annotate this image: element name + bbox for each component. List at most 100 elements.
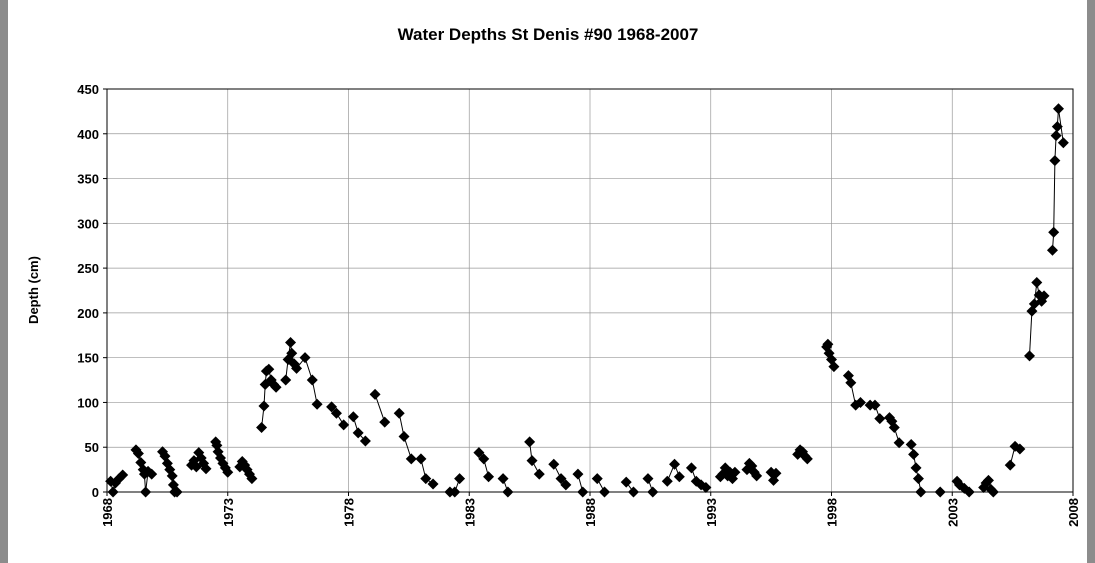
point bbox=[146, 468, 158, 480]
point bbox=[874, 413, 886, 425]
point bbox=[526, 455, 538, 467]
y-tick-label: 100 bbox=[77, 395, 99, 410]
point bbox=[311, 398, 323, 410]
point bbox=[1014, 443, 1026, 455]
point bbox=[415, 453, 427, 465]
point bbox=[888, 422, 900, 434]
point bbox=[577, 486, 589, 498]
point bbox=[893, 437, 905, 449]
y-tick-label: 300 bbox=[77, 216, 99, 231]
point bbox=[326, 401, 338, 413]
point bbox=[845, 377, 857, 389]
point bbox=[1049, 155, 1061, 167]
point bbox=[669, 458, 681, 470]
point bbox=[642, 473, 654, 485]
x-tick-label: 1978 bbox=[342, 498, 357, 527]
point bbox=[369, 388, 381, 400]
x-tick-label: 1983 bbox=[462, 498, 477, 527]
point bbox=[620, 476, 632, 488]
x-tick-label: 1993 bbox=[704, 498, 719, 527]
y-tick-label: 0 bbox=[92, 485, 99, 500]
point bbox=[801, 453, 813, 465]
point bbox=[934, 486, 946, 498]
point bbox=[497, 473, 509, 485]
y-tick-label: 50 bbox=[85, 440, 99, 455]
point bbox=[222, 466, 234, 478]
point bbox=[454, 473, 466, 485]
point bbox=[1050, 130, 1062, 142]
point bbox=[306, 374, 318, 386]
y-tick-label: 150 bbox=[77, 351, 99, 366]
point bbox=[420, 473, 432, 485]
point bbox=[1024, 350, 1036, 362]
point bbox=[405, 453, 417, 465]
point bbox=[1051, 121, 1063, 133]
y-axis-label: Depth (cm) bbox=[26, 256, 41, 324]
point bbox=[1053, 103, 1065, 115]
chart-title: Water Depths St Denis #90 1968-2007 bbox=[398, 25, 699, 44]
point bbox=[555, 473, 567, 485]
point bbox=[140, 486, 152, 498]
point bbox=[299, 352, 311, 364]
point bbox=[987, 486, 999, 498]
x-tick-label: 2003 bbox=[945, 498, 960, 527]
point bbox=[548, 458, 560, 470]
x-tick-label: 2008 bbox=[1066, 498, 1081, 527]
point bbox=[166, 470, 178, 482]
point bbox=[285, 336, 297, 348]
point bbox=[591, 473, 603, 485]
point bbox=[912, 473, 924, 485]
point bbox=[352, 427, 364, 439]
point bbox=[171, 486, 183, 498]
point bbox=[647, 486, 659, 498]
x-tick-label: 1988 bbox=[583, 498, 598, 527]
y-tick-label: 350 bbox=[77, 172, 99, 187]
point bbox=[200, 463, 212, 475]
point bbox=[263, 363, 275, 375]
point bbox=[258, 400, 270, 412]
point bbox=[286, 347, 298, 359]
point bbox=[908, 448, 920, 460]
point bbox=[338, 419, 350, 431]
point bbox=[449, 486, 461, 498]
point bbox=[905, 439, 917, 451]
point bbox=[854, 396, 866, 408]
point bbox=[107, 486, 119, 498]
point bbox=[751, 470, 763, 482]
y-tick-label: 400 bbox=[77, 127, 99, 142]
point bbox=[685, 462, 697, 474]
point bbox=[379, 416, 391, 428]
point bbox=[822, 338, 834, 350]
point bbox=[963, 486, 975, 498]
point bbox=[256, 422, 268, 434]
x-tick-label: 1968 bbox=[100, 498, 115, 527]
y-tick-label: 200 bbox=[77, 306, 99, 321]
x-tick-label: 1973 bbox=[221, 498, 236, 527]
point bbox=[1004, 459, 1016, 471]
point bbox=[291, 362, 303, 374]
y-tick-label: 250 bbox=[77, 261, 99, 276]
point bbox=[473, 447, 485, 459]
point bbox=[117, 469, 129, 481]
point bbox=[673, 471, 685, 483]
point bbox=[1046, 244, 1058, 256]
point bbox=[828, 361, 840, 373]
point bbox=[502, 486, 514, 498]
point bbox=[982, 474, 994, 486]
point bbox=[347, 411, 359, 423]
point bbox=[398, 430, 410, 442]
point bbox=[1048, 226, 1060, 238]
point bbox=[572, 468, 584, 480]
point bbox=[598, 486, 610, 498]
point bbox=[132, 447, 144, 459]
point bbox=[1031, 276, 1043, 288]
point bbox=[483, 471, 495, 483]
point bbox=[533, 468, 545, 480]
point bbox=[524, 436, 536, 448]
point bbox=[729, 466, 741, 478]
point bbox=[246, 473, 258, 485]
point bbox=[330, 407, 342, 419]
y-tick-label: 450 bbox=[77, 82, 99, 97]
point bbox=[359, 435, 371, 447]
point bbox=[700, 482, 712, 494]
